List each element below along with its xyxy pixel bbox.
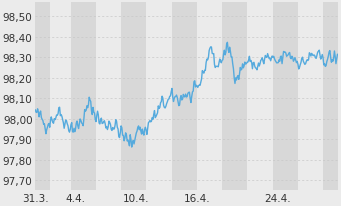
Bar [323,3,341,191]
Bar [35,3,50,191]
Bar [71,3,96,191]
Bar [121,3,146,191]
Bar [172,3,197,191]
Bar [272,3,298,191]
Bar [222,3,247,191]
